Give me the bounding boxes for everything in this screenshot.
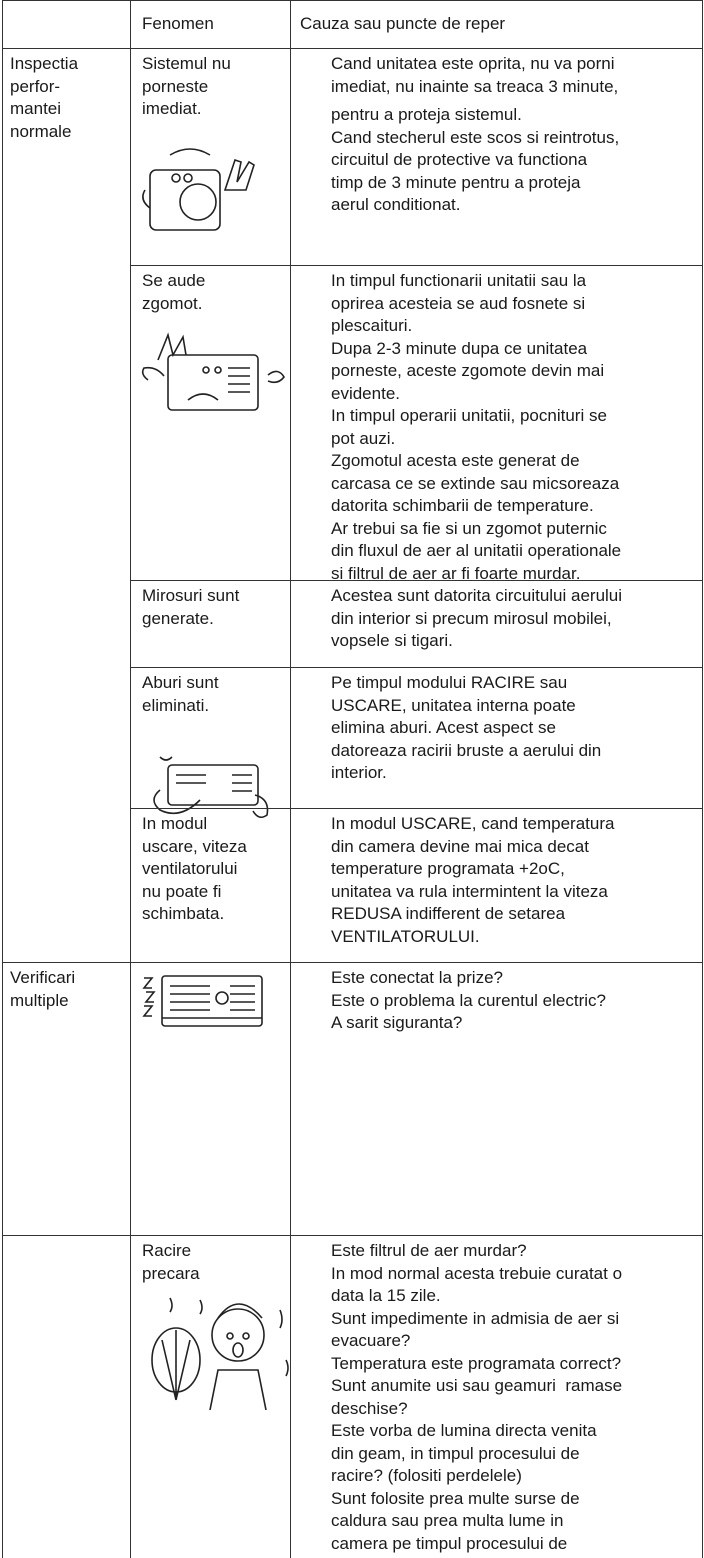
phenomenon-text: In modul	[142, 814, 208, 833]
cause-text: In timpul operarii unitatii, pocnituri s…	[331, 406, 607, 425]
cause-text: elimina aburi. Acest aspect se	[331, 718, 556, 737]
cause-text: datoreaza racirii bruste a aerului din	[331, 740, 602, 760]
category-text: Inspectia	[10, 54, 79, 73]
phenomenon-text: nu poate fi	[142, 881, 222, 901]
cause-text: pot auzi.	[331, 428, 396, 448]
row-border	[130, 265, 702, 266]
cause-text: In modul USCARE, cand temperatura	[331, 814, 615, 833]
cause-text: Cand unitatea este oprita, nu va porni	[331, 54, 615, 73]
phenomenon-text: uscare, viteza	[142, 836, 247, 856]
category-text: Verificari	[10, 968, 76, 987]
row-border	[130, 580, 702, 581]
row-border	[130, 808, 702, 809]
category-text: mantei	[10, 99, 62, 118]
cause-text: caldura sau prea multa lume in	[331, 1511, 564, 1530]
phenomenon-text: Racire	[142, 1241, 192, 1260]
header-cause: Cauza sau puncte de reper	[300, 14, 506, 33]
cause-text: aerul conditionat.	[331, 195, 461, 214]
cause-text: interior.	[331, 763, 387, 782]
cause-text: Ar trebui sa fie si un zgomot puternic	[331, 518, 607, 538]
row-border	[130, 667, 702, 668]
cause-text: evacuare?	[331, 1331, 411, 1350]
table-border	[130, 0, 131, 1558]
cause-text: racire? (folositi perdelele)	[331, 1466, 522, 1485]
category-text: normale	[10, 121, 72, 141]
phenomenon-text: schimbata.	[142, 904, 225, 923]
cause-text: REDUSA indifferent de setarea	[331, 904, 566, 923]
cause-text: porneste, aceste zgomote devin mai	[331, 361, 605, 380]
cause-text: plescaituri.	[331, 316, 413, 335]
phenomenon-text: zgomot.	[142, 293, 203, 313]
cause-text: Sunt anumite usi sau geamuri ramase	[331, 1376, 623, 1395]
cause-text: Acestea sunt datorita circuitului aerulu…	[331, 586, 623, 605]
cause-text: VENTILATORULUI.	[331, 926, 480, 946]
cause-text: vopsele si tigari.	[331, 631, 453, 650]
cause-text: din geam, in timpul procesului de	[331, 1443, 580, 1463]
illustration-unit-steam	[153, 756, 269, 819]
table-border	[290, 0, 291, 1558]
cause-text: Este vorba de lumina directa venita	[331, 1421, 597, 1440]
cause-text: USCARE, unitatea interna poate	[331, 695, 576, 715]
section-border	[2, 962, 702, 963]
cause-text: temperature programata +2oC,	[331, 859, 565, 878]
cause-text: imediat, nu inainte sa treaca 3 minute,	[331, 76, 619, 96]
cause-text: timp de 3 minute pentru a proteja	[331, 172, 581, 192]
cause-text: circuitul de protective va functiona	[331, 150, 588, 169]
category-text: perfor-	[10, 76, 61, 96]
table-border	[2, 0, 3, 1558]
cause-text: din camera devine mai mica decat	[331, 836, 589, 856]
section-border	[2, 1235, 702, 1236]
phenomenon-text: Se aude	[142, 271, 206, 290]
cause-text: oprirea acesteia se aud fosnete si	[331, 293, 586, 313]
cause-text: deschise?	[331, 1398, 408, 1418]
cause-text: si filtrul de aer ar fi foarte murdar.	[331, 563, 581, 583]
header-phenomenon: Fenomen	[142, 14, 214, 33]
illustration-unit-stop	[142, 148, 255, 231]
category-text: multiple	[10, 990, 69, 1010]
illustration-unit-noise	[141, 332, 285, 411]
cause-text: Sunt folosite prea multe surse de	[331, 1488, 580, 1508]
cause-text: carcasa ce se extinde sau micsoreaza	[331, 473, 620, 493]
cause-text: racire?	[331, 1555, 383, 1558]
phenomenon-text: eliminati.	[142, 695, 210, 715]
phenomenon-text: ventilatorului	[142, 859, 238, 878]
cause-text: Pe timpul modului RACIRE sau	[331, 673, 568, 692]
table-border	[2, 0, 702, 1]
phenomenon-text: generate.	[142, 608, 214, 628]
cause-text: Dupa 2-3 minute dupa ce unitatea	[331, 338, 588, 358]
cause-text: Este conectat la prize?	[331, 968, 503, 987]
cause-text: Zgomotul acesta este generat de	[331, 451, 580, 470]
phenomenon-text: Sistemul nu	[142, 54, 231, 73]
phenomenon-text: Aburi sunt	[142, 673, 219, 692]
table-border	[2, 48, 702, 49]
illustration-unit-sleep	[142, 975, 263, 1027]
cause-text: Este o problema la curentul electric?	[331, 990, 606, 1010]
cause-text: Sunt impedimente in admisia de aer si	[331, 1308, 620, 1328]
illustration-person-hot	[151, 1297, 289, 1410]
cause-text: unitatea va rula intermintent la viteza	[331, 881, 608, 901]
phenomenon-text: imediat.	[142, 99, 202, 118]
cause-text: data la 15 zile.	[331, 1286, 441, 1305]
phenomenon-text: Mirosuri sunt	[142, 586, 240, 605]
cause-text: Cand stecherul este scos si reintrotus,	[331, 127, 620, 147]
cause-text: evidente.	[331, 383, 400, 403]
cause-text: din interior si precum mirosul mobilei,	[331, 608, 612, 628]
phenomenon-text: precara	[142, 1263, 200, 1283]
cause-text: datorita schimbarii de temperature.	[331, 496, 594, 515]
cause-text: din fluxul de aer al unitatii operationa…	[331, 541, 622, 560]
cause-text: In timpul functionarii unitatii sau la	[331, 271, 587, 290]
cause-text: Temperatura este programata correct?	[331, 1353, 622, 1373]
cause-text: camera pe timpul procesului de	[331, 1533, 568, 1553]
cause-text: pentru a proteja sistemul.	[331, 105, 522, 124]
phenomenon-text: porneste	[142, 76, 209, 96]
cause-text: A sarit siguranta?	[331, 1013, 463, 1032]
cause-text: Este filtrul de aer murdar?	[331, 1241, 527, 1260]
table-border	[702, 0, 703, 1558]
cause-text: In mod normal acesta trebuie curatat o	[331, 1263, 623, 1283]
